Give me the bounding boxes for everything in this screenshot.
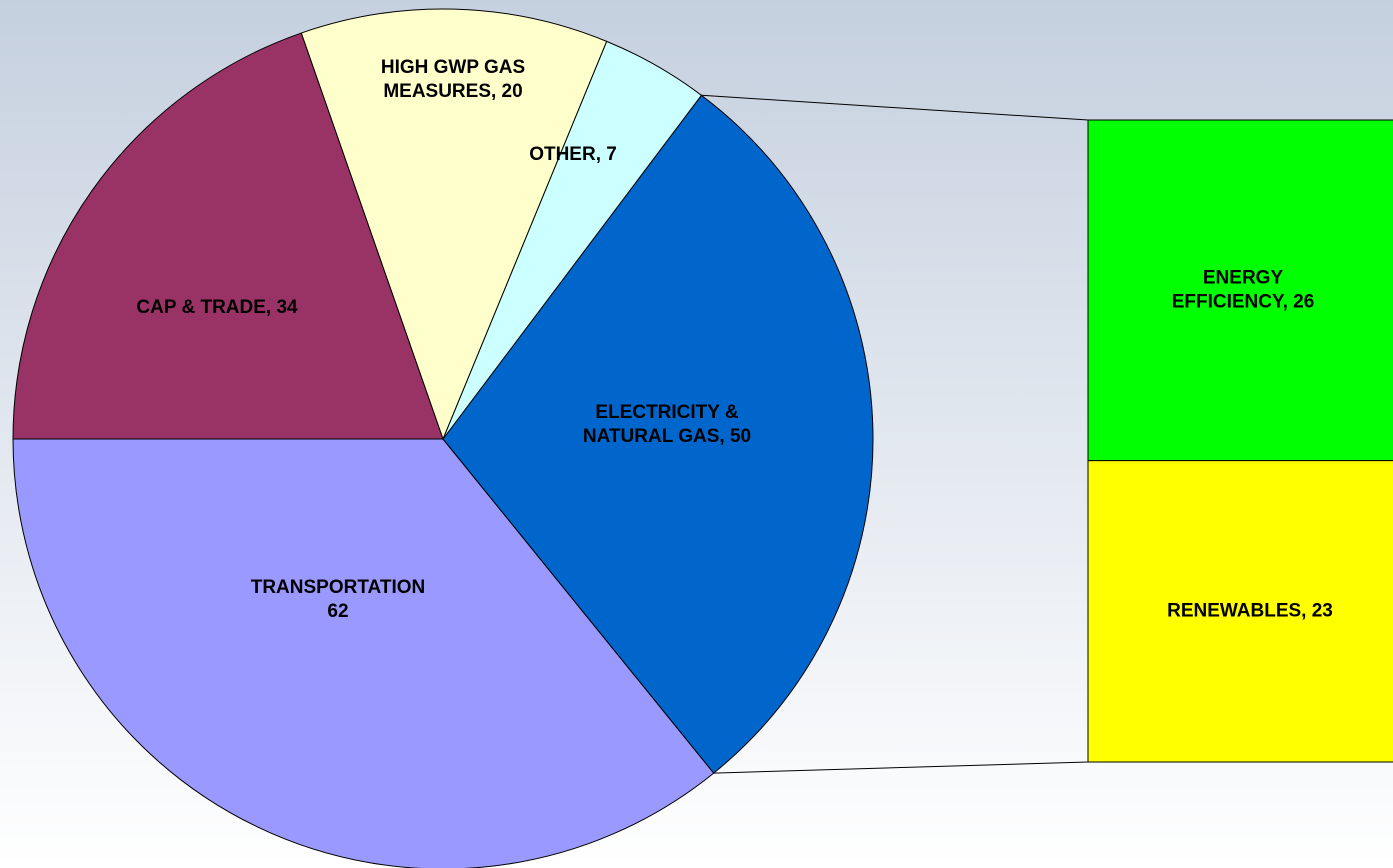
breakdown-bar xyxy=(1087,460,1393,763)
data-label: EFFICIENCY, 26 xyxy=(1172,291,1315,312)
data-label: MEASURES, 20 xyxy=(383,81,522,102)
data-label: RENEWABLES, 23 xyxy=(1167,600,1333,621)
pie-slice xyxy=(300,8,608,441)
data-label: 62 xyxy=(327,601,348,622)
connector-line xyxy=(701,94,1089,121)
data-label: HIGH GWP GAS xyxy=(381,57,525,78)
data-label: OTHER, 7 xyxy=(529,144,617,165)
data-label: NATURAL GAS, 50 xyxy=(583,426,751,447)
pie-slice xyxy=(12,438,715,868)
pie-slice xyxy=(442,94,874,774)
data-label: TRANSPORTATION xyxy=(251,577,426,598)
connector-line xyxy=(713,761,1089,774)
breakdown-bar xyxy=(1087,119,1393,462)
data-label: ENERGY xyxy=(1203,267,1284,288)
pie-slice xyxy=(12,32,444,440)
data-label: ELECTRICITY & xyxy=(595,402,738,423)
data-label: CAP & TRADE, 34 xyxy=(136,297,298,318)
